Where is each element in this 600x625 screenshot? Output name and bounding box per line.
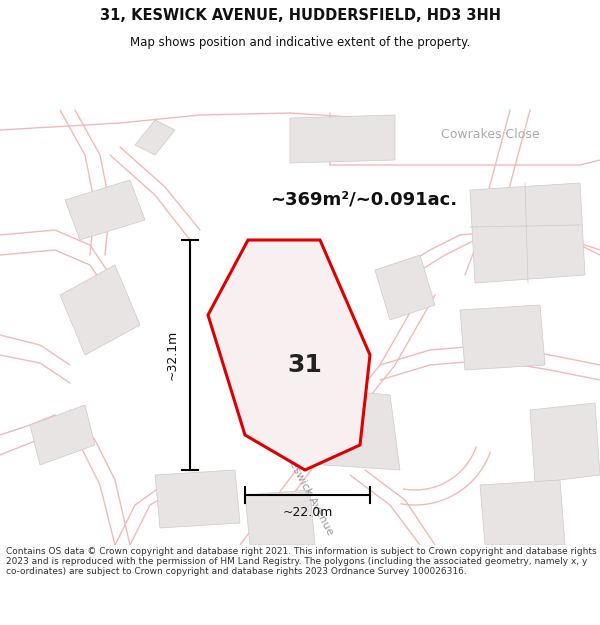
Polygon shape [290, 115, 395, 163]
Text: ~369m²/~0.091ac.: ~369m²/~0.091ac. [270, 191, 457, 209]
Text: 31, KESWICK AVENUE, HUDDERSFIELD, HD3 3HH: 31, KESWICK AVENUE, HUDDERSFIELD, HD3 3H… [100, 8, 500, 23]
Text: ~32.1m: ~32.1m [166, 330, 179, 380]
Polygon shape [60, 265, 140, 355]
Polygon shape [30, 405, 95, 465]
Polygon shape [65, 180, 145, 240]
Text: 31: 31 [287, 353, 322, 377]
Text: ~22.0m: ~22.0m [283, 506, 332, 519]
Polygon shape [375, 255, 435, 320]
Polygon shape [480, 480, 565, 545]
Polygon shape [460, 305, 545, 370]
Text: Contains OS data © Crown copyright and database right 2021. This information is : Contains OS data © Crown copyright and d… [6, 547, 596, 576]
Polygon shape [208, 240, 370, 470]
Polygon shape [285, 385, 400, 470]
Polygon shape [135, 120, 175, 155]
Polygon shape [470, 183, 585, 283]
Polygon shape [530, 403, 600, 483]
Text: Cowrakes Close: Cowrakes Close [440, 129, 539, 141]
Text: Keswick Avenue: Keswick Avenue [284, 453, 335, 537]
Polygon shape [155, 470, 240, 528]
Text: Map shows position and indicative extent of the property.: Map shows position and indicative extent… [130, 36, 470, 49]
Polygon shape [245, 490, 315, 545]
